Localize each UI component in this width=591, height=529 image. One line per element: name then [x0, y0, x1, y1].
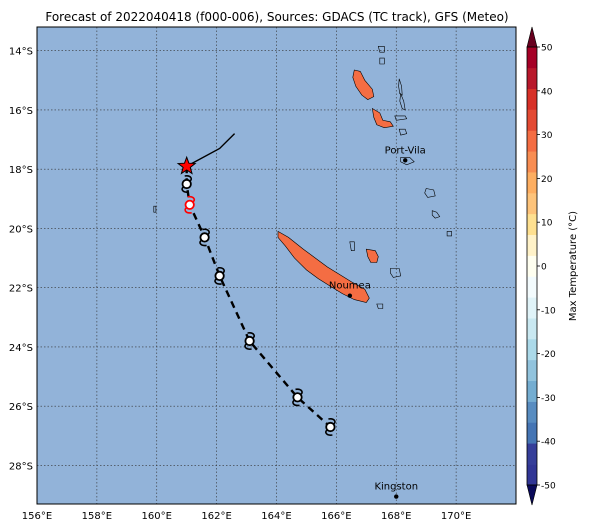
colorbar-segment — [527, 88, 537, 110]
longitude-axis: 156°E 158°E 160°E 162°E 164°E 166°E 168°E 170°E — [22, 511, 472, 522]
island-ambrym — [394, 115, 408, 121]
island-efate — [400, 157, 415, 166]
city-label: Noumea — [329, 281, 371, 292]
star-icon — [176, 155, 197, 175]
colorbar-segment — [527, 47, 537, 69]
island-banks-2 — [379, 57, 385, 65]
colorbar-segment — [527, 213, 537, 236]
past-track-line — [186, 133, 236, 167]
colorbar-tick-label: -50 — [541, 482, 556, 492]
lon-tick-label: 160°E — [142, 511, 172, 522]
island-new-caledonia — [277, 230, 370, 303]
colorbar-tick-label: 0 — [541, 263, 547, 273]
colorbar-max-extension — [526, 26, 538, 48]
colorbar: 50 40 30 20 10 0 -10 -20 -30 -40 -50 Max Temperatu… — [526, 26, 579, 506]
colorbar-tick-label: 20 — [541, 175, 553, 185]
colorbar-segment — [527, 172, 537, 194]
cyclone-track-layer — [176, 133, 336, 436]
colorbar-segment — [527, 151, 537, 173]
colorbar-tick-label: -20 — [541, 350, 556, 360]
island-chesterfield — [153, 205, 157, 213]
lat-tick-label: 16°S — [9, 106, 33, 117]
colorbar-ticks: 50 40 30 20 10 0 -10 -20 -30 -40 -50 — [537, 44, 556, 492]
cyclone-icon — [181, 175, 193, 193]
colorbar-segment — [527, 67, 537, 90]
colorbar-segment — [527, 464, 537, 486]
colorbar-segment — [527, 422, 537, 444]
island-ouvea — [349, 241, 355, 251]
city-label: Kingston — [374, 482, 418, 493]
lon-tick-label: 166°E — [321, 511, 351, 522]
map-frame — [36, 26, 517, 505]
colorbar-segment — [527, 276, 537, 298]
colorbar-segment — [527, 297, 537, 319]
lon-tick-label: 162°E — [201, 511, 231, 522]
lat-tick-label: 22°S — [9, 284, 33, 295]
lon-tick-label: 164°E — [261, 511, 291, 522]
colorbar-label: Max Temperature (°C) — [568, 211, 579, 321]
lon-tick-label: 156°E — [22, 511, 52, 522]
island-epi — [398, 128, 408, 136]
colorbar-tick-label: -40 — [541, 438, 556, 448]
colorbar-tick-label: -30 — [541, 394, 556, 404]
colorbar-segment — [527, 339, 537, 361]
colorbar-segment — [527, 109, 537, 131]
colorbar-tick-label: 50 — [541, 44, 553, 54]
island-banks-1 — [377, 45, 385, 53]
lat-tick-label: 18°S — [9, 165, 33, 176]
colorbar-tick-label: 40 — [541, 87, 553, 97]
land-layer — [153, 45, 452, 309]
colorbar-segment — [527, 130, 537, 152]
island-malekula — [371, 107, 394, 129]
lat-tick-label: 20°S — [9, 224, 33, 235]
city-marker — [347, 293, 353, 298]
colorbar-min-extension — [526, 484, 538, 506]
colorbar-tick-label: 10 — [541, 219, 553, 229]
colorbar-segment — [527, 318, 537, 340]
cyclone-icon — [325, 418, 336, 436]
lon-tick-label: 168°E — [381, 511, 411, 522]
city-marker — [394, 494, 399, 499]
city-marker — [403, 158, 408, 163]
island-isle-of-pines — [376, 303, 384, 309]
lat-tick-label: 28°S — [9, 461, 33, 472]
lon-tick-label: 170°E — [441, 511, 471, 522]
latitude-axis: 14°S 16°S 18°S 20°S 22°S 24°S 26°S 28°S — [9, 47, 33, 473]
city-label: Port-Vila — [385, 145, 426, 156]
island-espiritu-santo — [352, 69, 375, 100]
colorbar-segment — [527, 234, 537, 256]
figure-title: Forecast of 2022040418 (f000-006), Sourc… — [45, 10, 508, 24]
lat-tick-label: 24°S — [9, 343, 33, 354]
cyclone-icon — [184, 195, 196, 214]
colorbar-segment — [527, 401, 537, 423]
island-aneityum — [446, 231, 452, 237]
cyclone-icon — [244, 332, 255, 350]
colorbar-tick-label: 30 — [541, 131, 553, 141]
colorbar-segment — [527, 193, 537, 215]
island-pentecost — [399, 92, 406, 111]
cyclone-icon — [214, 266, 225, 285]
lat-tick-label: 14°S — [9, 47, 33, 58]
lat-tick-label: 26°S — [9, 402, 33, 413]
island-tanna — [431, 210, 441, 219]
colorbar-segment — [527, 359, 537, 382]
cyclone-icon — [199, 228, 210, 247]
colorbar-segment — [527, 255, 537, 277]
colorbar-segment — [527, 380, 537, 402]
island-mare — [389, 268, 402, 278]
lon-tick-label: 158°E — [82, 511, 112, 522]
island-erromango — [424, 188, 436, 198]
graticule — [37, 27, 516, 504]
cyclone-icon — [292, 388, 303, 407]
colorbar-segment — [527, 443, 537, 465]
city-layer: Port-Vila Noumea Kingston — [329, 145, 426, 499]
island-lifou — [365, 248, 379, 263]
colorbar-tick-label: -10 — [541, 306, 556, 316]
